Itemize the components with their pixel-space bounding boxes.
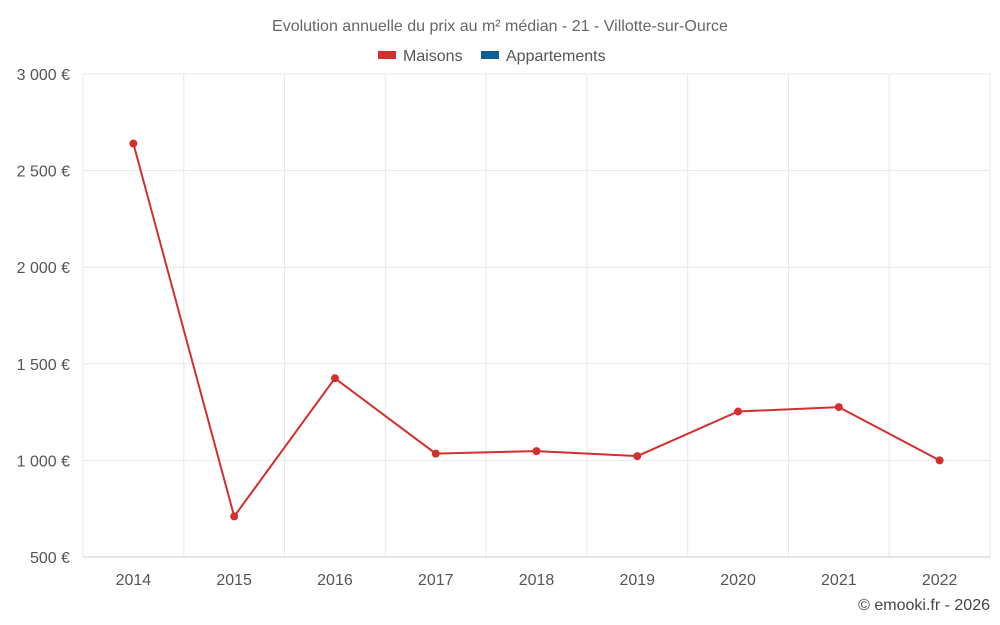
x-tick-label: 2022 xyxy=(922,572,958,589)
data-point-maisons[interactable] xyxy=(230,512,239,521)
credit-text: © emooki.fr - 2026 xyxy=(858,597,990,614)
y-tick-label: 1 500 € xyxy=(17,357,70,374)
x-tick-label: 2019 xyxy=(619,572,655,589)
legend-item-appartements[interactable]: Appartements xyxy=(481,48,606,65)
series-layer xyxy=(129,139,944,521)
data-point-maisons[interactable] xyxy=(431,449,440,458)
legend-label-appartements: Appartements xyxy=(506,48,606,65)
y-tick-label: 3 000 € xyxy=(17,67,70,84)
data-point-maisons[interactable] xyxy=(935,456,944,465)
x-tick-label: 2018 xyxy=(519,572,555,589)
data-point-maisons[interactable] xyxy=(834,403,843,412)
x-axis: 2014 2015 2016 2017 2018 2019 2020 2021 2022 xyxy=(83,556,990,589)
y-tick-label: 1 000 € xyxy=(17,453,70,470)
x-tick-label: 2020 xyxy=(720,572,756,589)
legend-swatch-appartements xyxy=(481,51,499,59)
x-tick-label: 2021 xyxy=(821,572,857,589)
data-point-maisons[interactable] xyxy=(129,139,138,148)
data-point-maisons[interactable] xyxy=(633,452,642,461)
legend-swatch-maisons xyxy=(378,51,396,59)
chart-title: Evolution annuelle du prix au m² médian … xyxy=(272,18,728,35)
data-point-maisons[interactable] xyxy=(532,447,541,456)
legend-item-maisons[interactable]: Maisons xyxy=(378,48,463,65)
legend-label-maisons: Maisons xyxy=(403,48,463,65)
y-tick-label: 2 500 € xyxy=(17,164,70,181)
data-point-maisons[interactable] xyxy=(330,374,339,383)
x-tick-label: 2015 xyxy=(216,572,252,589)
x-tick-label: 2016 xyxy=(317,572,353,589)
x-tick-label: 2014 xyxy=(116,572,152,589)
x-tick-label: 2017 xyxy=(418,572,454,589)
data-point-maisons[interactable] xyxy=(734,407,743,416)
y-axis: 500 € 1 000 € 1 500 € 2 000 € 2 500 € 3 000 € xyxy=(17,67,70,567)
legend: Maisons Appartements xyxy=(378,48,606,65)
grid xyxy=(82,73,991,557)
y-tick-label: 500 € xyxy=(30,550,70,567)
y-tick-label: 2 000 € xyxy=(17,260,70,277)
